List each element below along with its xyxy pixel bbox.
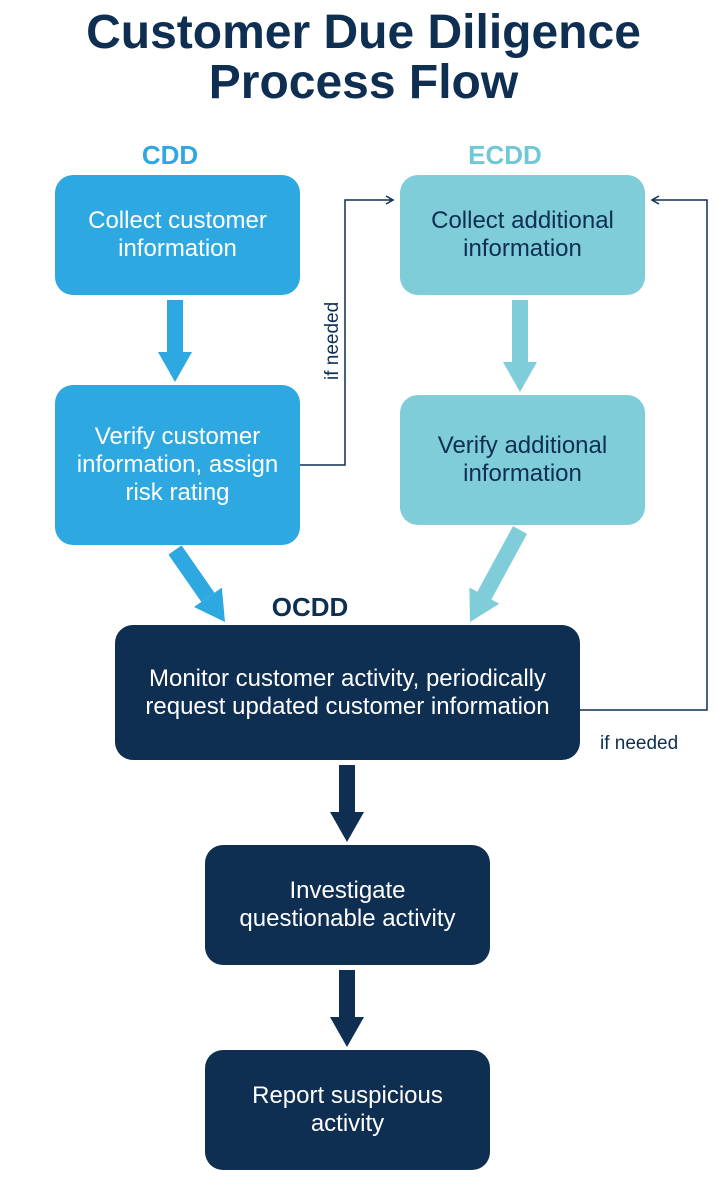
- node-verify-customer-info: Verify customer information, assign risk…: [55, 385, 300, 545]
- edge-label-if-needed-right: if needed: [600, 733, 678, 755]
- edge-label-if-needed-left: if needed: [322, 302, 344, 380]
- section-label-cdd: CDD: [120, 140, 220, 171]
- section-label-ecdd: ECDD: [455, 140, 555, 171]
- title-line-2: Process Flow: [209, 56, 518, 109]
- node-investigate-activity: Investigate questionable activity: [205, 845, 490, 965]
- node-collect-additional-info: Collect additional information: [400, 175, 645, 295]
- title-line-1: Customer Due Diligence: [86, 6, 641, 59]
- node-report-activity: Report suspicious activity: [205, 1050, 490, 1170]
- page-title: Customer Due Diligence Process Flow: [0, 0, 727, 109]
- node-monitor-activity: Monitor customer activity, periodically …: [115, 625, 580, 760]
- node-verify-additional-info: Verify additional information: [400, 395, 645, 525]
- section-label-ocdd: OCDD: [260, 592, 360, 623]
- node-collect-customer-info: Collect customer information: [55, 175, 300, 295]
